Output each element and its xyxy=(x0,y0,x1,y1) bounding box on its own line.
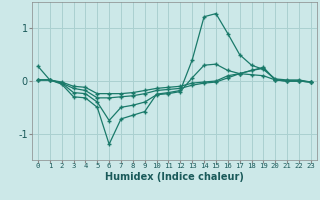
X-axis label: Humidex (Indice chaleur): Humidex (Indice chaleur) xyxy=(105,172,244,182)
